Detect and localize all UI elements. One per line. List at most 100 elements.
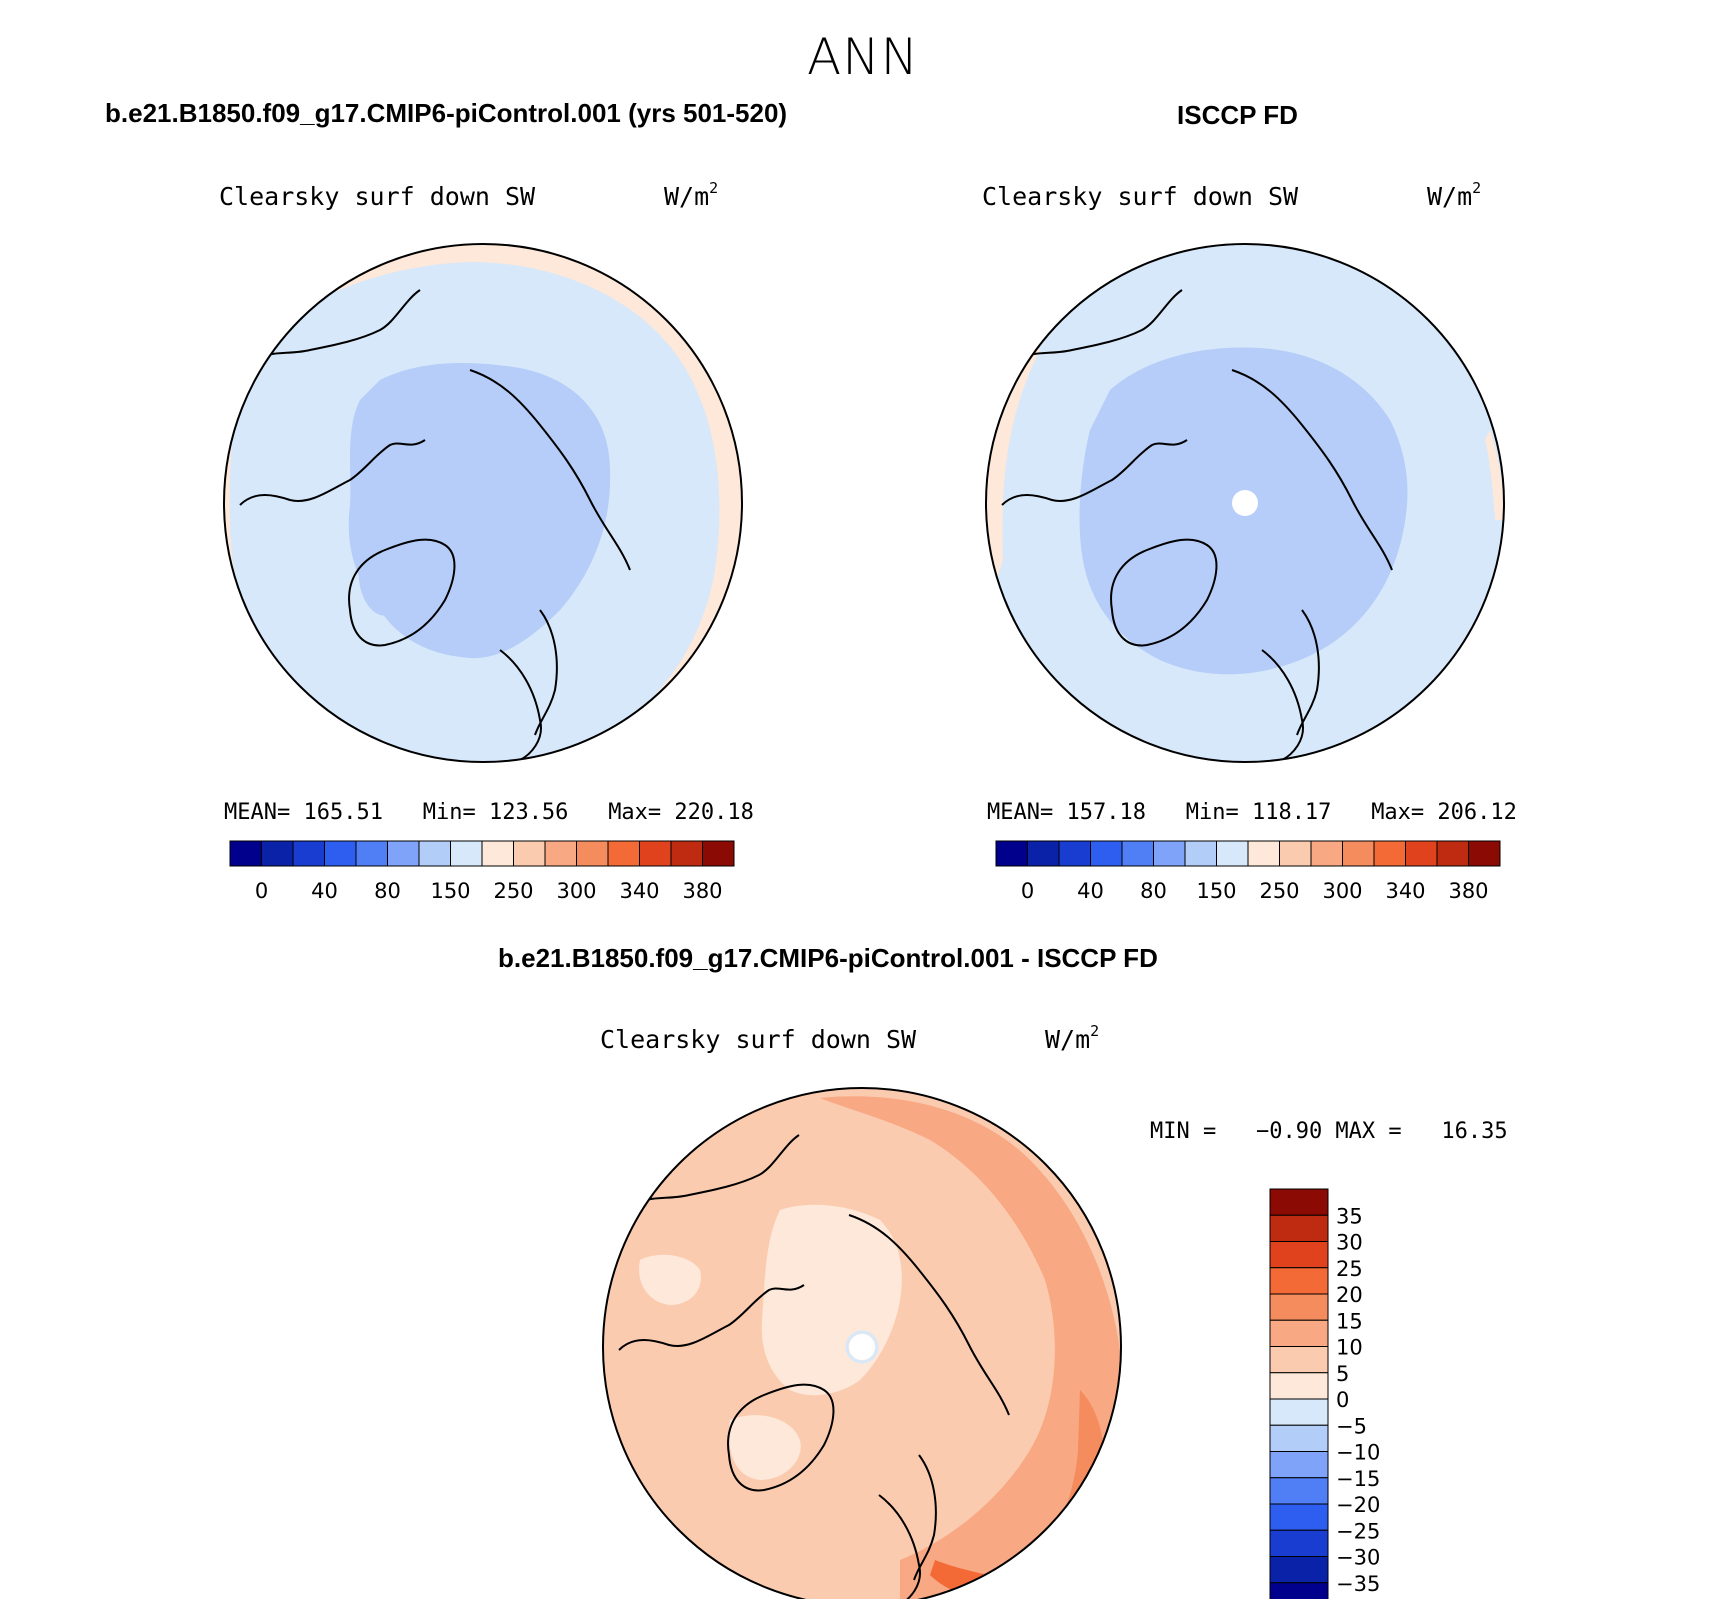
colorbar-2-swatch [1090,840,1123,867]
colorbar-1-tick-label: 340 [619,879,659,903]
colorbar-1-swatch [481,840,514,867]
map-1-coast-greenland [348,538,456,647]
colorbar-diff-swatch [1269,1346,1329,1374]
colorbar-1-tick-label: 300 [556,879,596,903]
colorbar-diff-swatch [1269,1451,1329,1479]
colorbar-diff-tick-label: 0 [1336,1388,1349,1412]
panel-2-stats: MEAN= 157.18 Min= 118.17 Max= 206.12 [987,800,1517,825]
map-1-coast-eurasia [469,369,631,761]
colorbar-2-swatch [995,840,1028,867]
colorbar-1-swatch [292,840,325,867]
map-2-rim-right [1485,430,1504,520]
colorbar-diff-tick-label: −20 [1336,1493,1380,1517]
colorbar-diff-tick-label: 20 [1336,1283,1363,1307]
colorbar-2-swatch [1121,840,1154,867]
map-1-coastlines [239,289,631,761]
map-2-border [985,243,1505,763]
colorbar-diff-swatch [1269,1398,1329,1426]
colorbar-1-swatch [324,840,357,867]
map-2-rim-left [986,335,1040,600]
colorbar-2-swatch [1216,840,1249,867]
colorbar-1-tick-label: 0 [255,879,268,903]
colorbar-diff-tick-label: 15 [1336,1309,1363,1333]
colorbar-2-tick-label: 380 [1448,879,1488,903]
colorbar-diff-tick-label: 5 [1336,1362,1349,1386]
panel-2-units: W/m2 [1427,179,1482,211]
colorbar-2-swatch [1436,840,1469,867]
colorbar-diff-swatch [1269,1424,1329,1452]
season-title: ANN [806,28,919,86]
colorbar-2-swatch [1247,840,1280,867]
panel-1-title: b.e21.B1850.f09_g17.CMIP6-piControl.001 … [105,98,788,128]
colorbar-diff-tick-label: 30 [1336,1231,1363,1255]
colorbar-1-swatch [261,840,294,867]
colorbar-1-tick-label: 150 [430,879,470,903]
colorbar-1-swatch [670,840,703,867]
colorbar-diff-tick-label: −35 [1336,1572,1380,1596]
colorbar-2-tick-label: 80 [1140,879,1167,903]
colorbar-2-swatch [1279,840,1312,867]
colorbar-diff-swatch [1269,1319,1329,1347]
map-3-light-region-2 [639,1254,701,1305]
panel-1-units: W/m2 [664,179,719,211]
colorbar-2-swatch [1405,840,1438,867]
colorbar-diff-tick-label: 35 [1336,1204,1363,1228]
colorbar-diff-swatch [1269,1241,1329,1269]
map-2-coast-greenland [1110,538,1218,647]
colorbar-diff-tick-label: −5 [1336,1414,1367,1438]
diff-panel-variable: Clearsky surf down SW [600,1025,917,1054]
diff-panel-units: W/m2 [1045,1022,1100,1054]
map-3-coastlines [618,1134,1010,1599]
panel-2-variable: Clearsky surf down SW [982,182,1299,211]
colorbar-1-tick-label: 380 [682,879,722,903]
map-3-border [602,1087,1122,1599]
map-1-greenland-area [358,558,416,616]
colorbar-diff-swatch [1269,1503,1329,1531]
colorbar-2-swatch [1058,840,1091,867]
colorbar-2-swatch [1310,840,1343,867]
colorbar-diff-swatch [1269,1556,1329,1584]
map-3-pole-mask [849,1334,875,1360]
colorbar-1-swatch [355,840,388,867]
colorbar-2-swatch [1153,840,1186,867]
colorbar-2-tick-label: 150 [1196,879,1236,903]
colorbar-2-swatch [1373,840,1406,867]
map-3-coast-eurasia [848,1214,1010,1599]
map-2-coast-scandinavia [1296,609,1320,736]
colorbar-2-tick-label: 0 [1021,879,1034,903]
colorbar-2-tick-label: 250 [1259,879,1299,903]
map-1 [224,244,742,762]
map-1-border [223,243,743,763]
colorbar-2-swatch [1184,840,1217,867]
colorbar-2-tick-label: 40 [1077,879,1104,903]
colorbar-1-tick-label: 40 [311,879,338,903]
colorbar-diff-tick-label: −15 [1336,1467,1380,1491]
colorbar-1-swatch [513,840,546,867]
colorbar-2-tick-label: 300 [1322,879,1362,903]
map-3 [603,1088,1121,1599]
colorbar-diff-tick-label: −30 [1336,1546,1380,1570]
map-1-coast-scandinavia [534,609,558,736]
colorbar-diff-swatch [1269,1372,1329,1400]
colorbar-2: 0 40 80 150 250 300 340 380 [995,840,1501,903]
colorbar-1-swatch [544,840,577,867]
colorbar-2-tick-label: 340 [1385,879,1425,903]
map-2-pole-mask [1232,490,1258,516]
colorbar-1-swatch [387,840,420,867]
colorbar-diff-swatch [1269,1529,1329,1557]
map-2 [986,244,1504,762]
colorbar-2-swatch [1468,840,1501,867]
diff-minmax: MIN = −0.90 MAX = 16.35 [1150,1119,1508,1144]
colorbar-diff-tick-label: −10 [1336,1441,1380,1465]
colorbar-1-swatch [639,840,672,867]
map-2-coast-eurasia [1231,369,1393,761]
map-3-coast-scandinavia [913,1454,937,1581]
colorbar-1: 0 40 80 150 250 300 340 380 [229,840,735,903]
colorbar-diff-swatch [1269,1214,1329,1242]
colorbar-1-swatch [702,840,735,867]
colorbar-1-swatch [607,840,640,867]
colorbar-diff-tick-label: −25 [1336,1519,1380,1543]
colorbar-diff-swatch [1269,1293,1329,1321]
